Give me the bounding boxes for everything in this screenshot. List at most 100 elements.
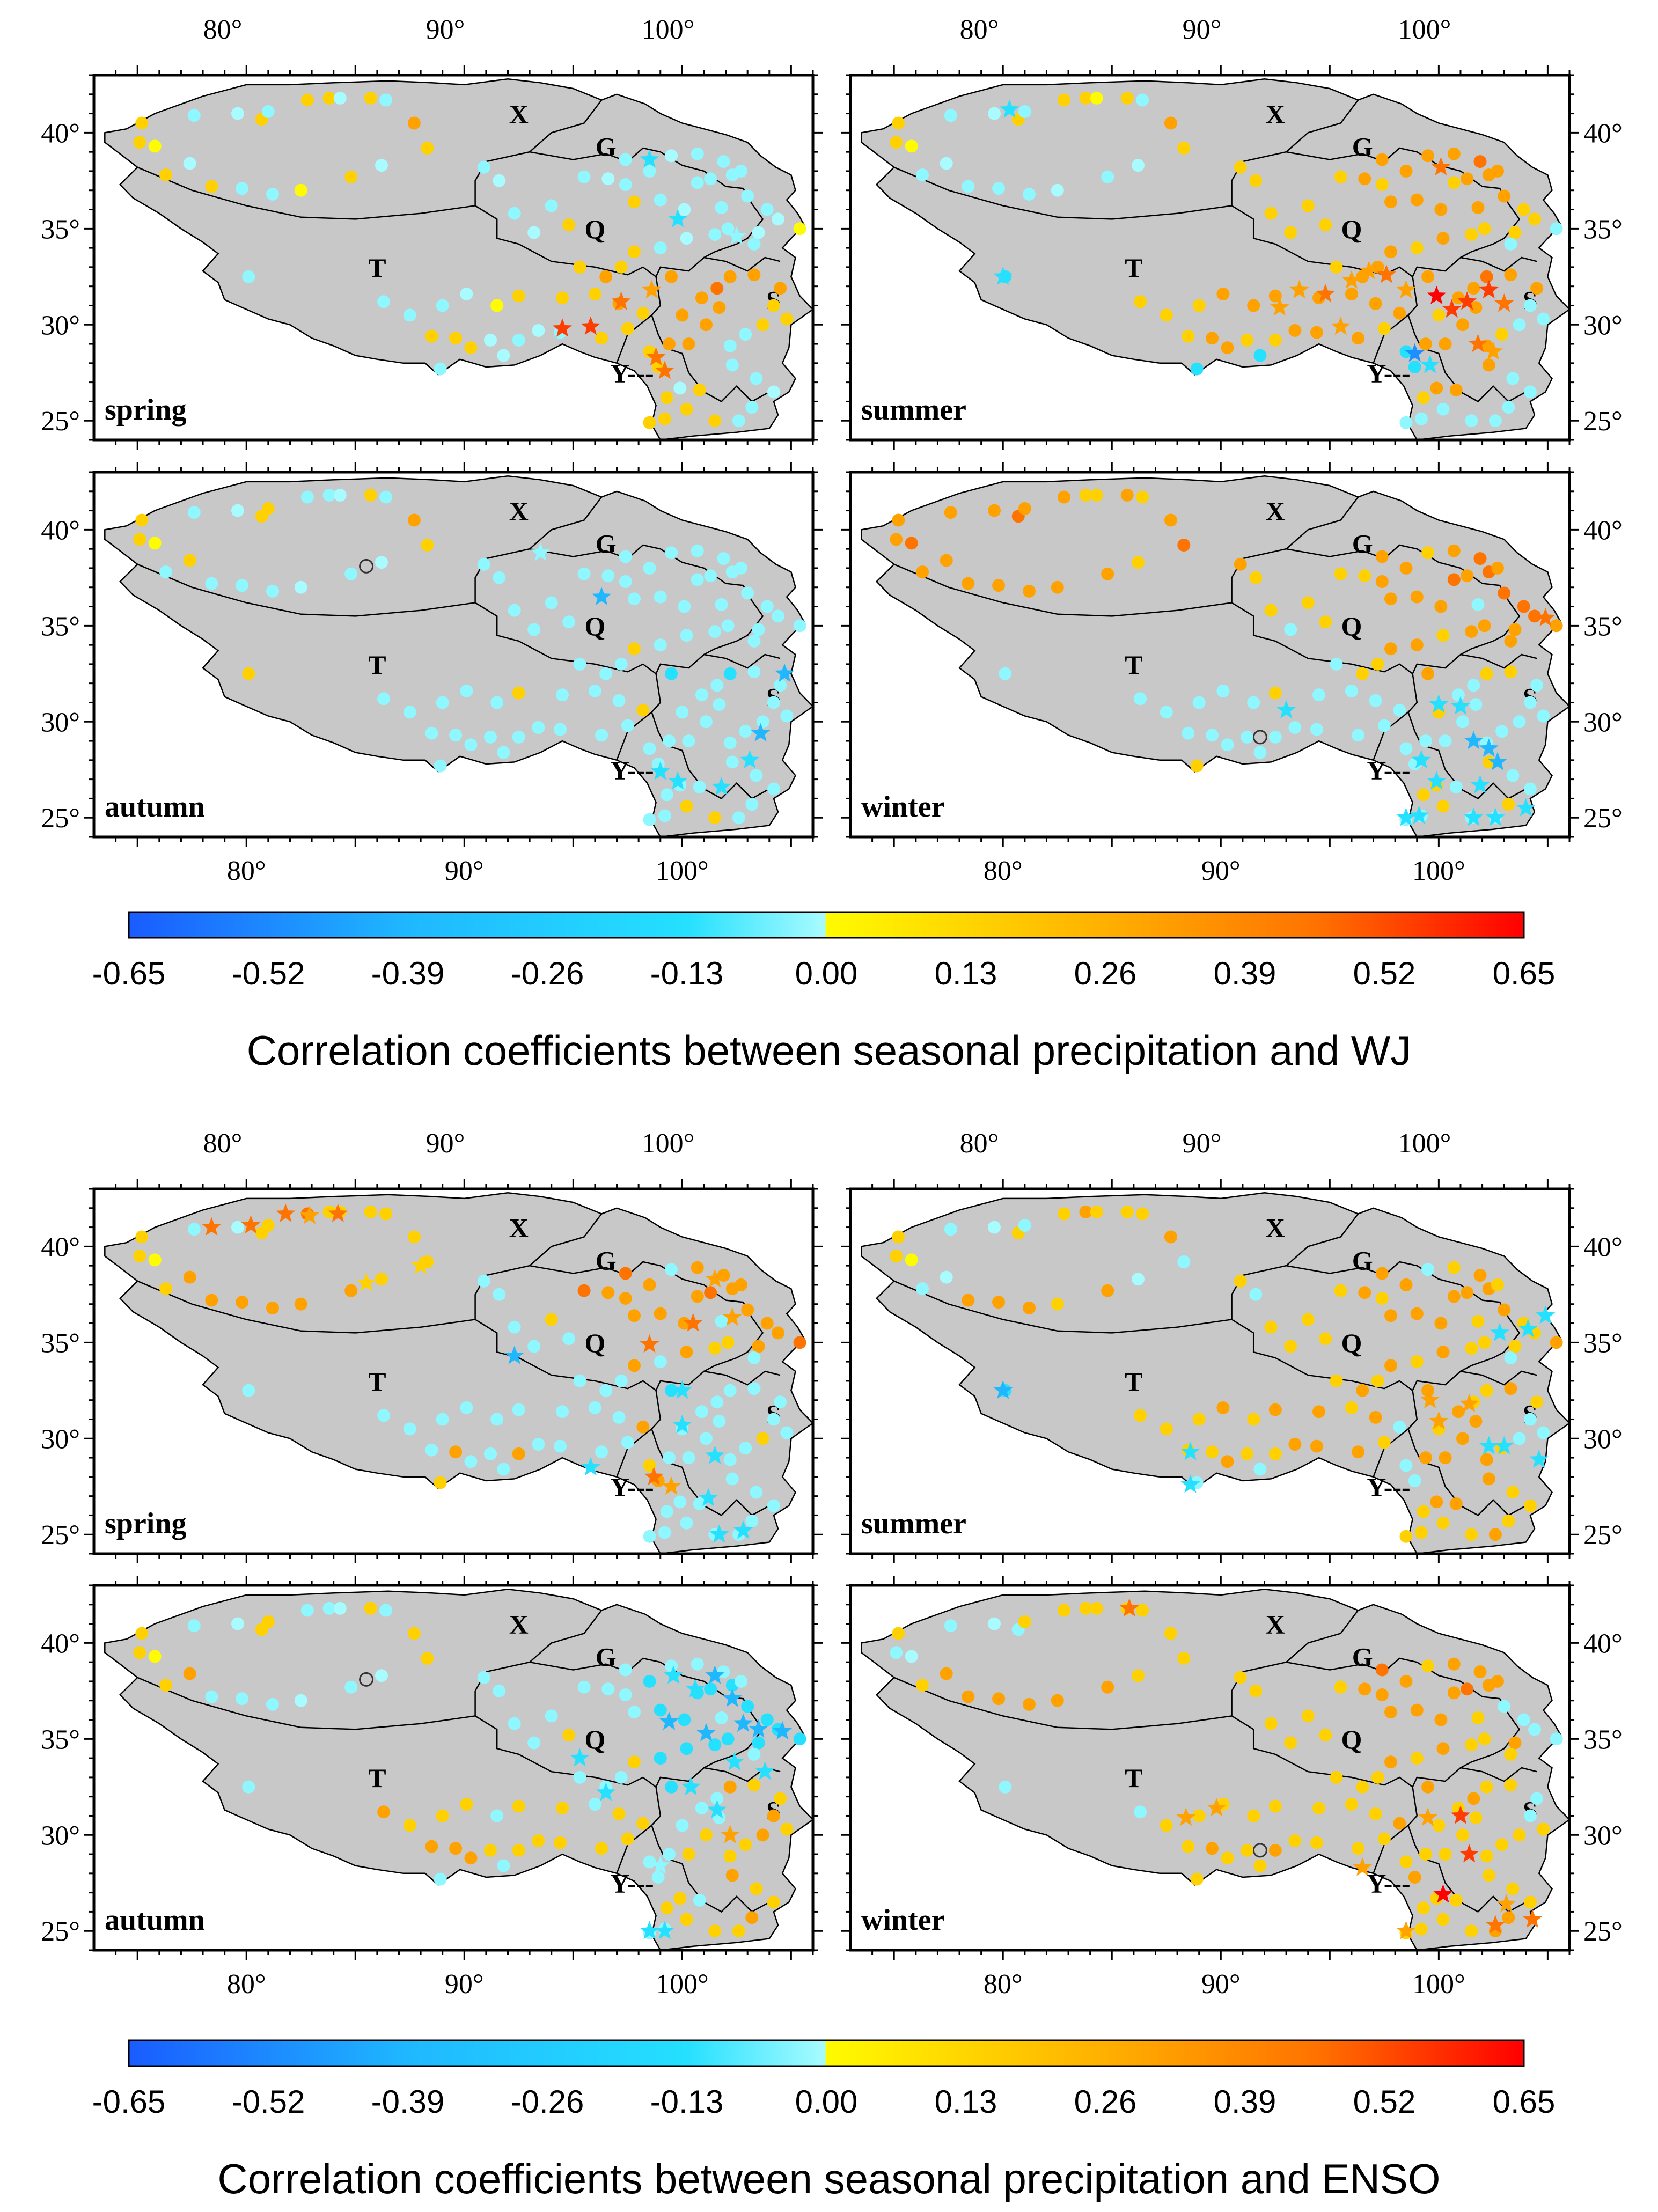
region-label-X: X xyxy=(509,99,529,129)
station-marker xyxy=(1284,623,1297,636)
plateau-land xyxy=(861,1192,1569,1554)
lat-tick-label: 25° xyxy=(1583,803,1623,834)
station-marker xyxy=(425,1840,438,1853)
station-marker xyxy=(678,1713,691,1726)
station-marker xyxy=(1253,746,1267,759)
region-boundary xyxy=(893,1677,1537,1788)
station-marker xyxy=(673,1892,687,1905)
station-marker xyxy=(708,1924,722,1938)
region-label-G: G xyxy=(1352,528,1373,558)
region-label-Q: Q xyxy=(584,214,605,244)
colorbar-tick-label: 0.39 xyxy=(1214,956,1276,991)
significant-station-star xyxy=(699,1488,718,1506)
station-marker xyxy=(752,1736,765,1750)
region-label-Q: Q xyxy=(1341,1328,1362,1358)
station-marker xyxy=(1057,1604,1070,1617)
significant-station-star xyxy=(1409,805,1429,824)
colorbar-tick-label: 0.52 xyxy=(1353,956,1416,991)
station-marker xyxy=(148,1650,162,1663)
region-boundary xyxy=(1286,1610,1359,1663)
station-marker xyxy=(1491,1674,1504,1688)
lat-tick-label: 35° xyxy=(41,1724,80,1755)
station-marker xyxy=(601,1286,615,1299)
station-marker xyxy=(1530,679,1544,692)
station-marker xyxy=(1419,337,1432,351)
colorbar-title: Correlation coefficients between seasona… xyxy=(247,1027,1412,1074)
station-marker xyxy=(1537,1822,1550,1836)
station-marker xyxy=(1517,600,1530,613)
station-marker xyxy=(1358,1682,1371,1696)
station-marker xyxy=(1268,1403,1282,1416)
region-label-X: X xyxy=(1266,1212,1285,1243)
station-marker xyxy=(1465,625,1478,638)
lat-tick-label: 30° xyxy=(1583,1424,1623,1454)
station-marker xyxy=(1506,1882,1520,1895)
station-marker xyxy=(601,569,615,583)
station-marker xyxy=(678,600,691,613)
station-marker xyxy=(460,1798,473,1811)
station-marker xyxy=(266,1697,279,1711)
station-marker xyxy=(760,1713,774,1726)
station-marker xyxy=(643,164,656,178)
station-marker xyxy=(403,1422,416,1436)
station-marker xyxy=(628,1755,641,1769)
significant-station-star xyxy=(1464,807,1484,826)
station-marker xyxy=(658,412,671,425)
colorbar-tick-label: -0.39 xyxy=(371,956,445,991)
station-marker xyxy=(752,623,765,636)
station-marker xyxy=(1264,1717,1278,1730)
station-marker xyxy=(741,1700,754,1713)
station-marker xyxy=(636,1817,650,1830)
station-marker xyxy=(375,159,388,172)
station-marker xyxy=(484,333,497,347)
station-marker xyxy=(1517,1713,1530,1726)
station-marker xyxy=(133,533,146,546)
station-marker xyxy=(710,282,724,295)
station-marker xyxy=(1090,91,1103,105)
station-marker xyxy=(717,155,730,168)
station-marker xyxy=(1241,730,1253,744)
station-marker xyxy=(508,604,521,617)
station-marker xyxy=(708,1738,722,1752)
station-marker xyxy=(1234,1671,1247,1684)
station-marker xyxy=(962,1690,975,1703)
station-marker xyxy=(1358,1286,1371,1299)
station-marker xyxy=(1345,685,1358,697)
station-marker xyxy=(663,1451,676,1465)
station-marker xyxy=(261,1219,275,1232)
station-marker xyxy=(905,537,918,550)
station-marker xyxy=(322,1601,336,1615)
station-marker xyxy=(721,1732,735,1746)
station-marker xyxy=(1482,1869,1495,1882)
station-marker xyxy=(767,696,780,709)
region-label-Q: Q xyxy=(584,611,605,641)
station-marker xyxy=(1312,688,1325,702)
station-marker xyxy=(723,270,737,283)
station-marker xyxy=(1421,667,1435,680)
station-marker xyxy=(1356,1780,1369,1794)
map-frame xyxy=(849,1187,1571,1555)
station-marker xyxy=(962,577,975,590)
station-marker xyxy=(344,567,358,580)
station-marker xyxy=(377,1805,391,1819)
region-label-T: T xyxy=(1125,1366,1142,1397)
station-marker xyxy=(767,1413,780,1426)
colorbar-ticks: -0.65 -0.52 -0.39 -0.26 -0.13 0.00 0.13 0.26 0.3… xyxy=(92,956,1556,991)
station-marker xyxy=(1393,1420,1406,1434)
season-label: winter xyxy=(861,1904,945,1937)
significant-station-star xyxy=(1396,807,1416,826)
significant-station-star xyxy=(642,280,662,299)
station-marker xyxy=(460,1401,473,1414)
map-frame xyxy=(849,1584,1571,1952)
lat-tick-label: 35° xyxy=(41,1328,80,1358)
season-label: spring xyxy=(105,1507,187,1540)
significant-station-star xyxy=(411,1255,431,1274)
station-marker xyxy=(1384,1309,1397,1322)
significant-station-star xyxy=(1341,270,1361,289)
station-marker xyxy=(1268,289,1282,303)
lon-tick-label: 80° xyxy=(203,1128,243,1159)
station-marker xyxy=(760,203,774,216)
